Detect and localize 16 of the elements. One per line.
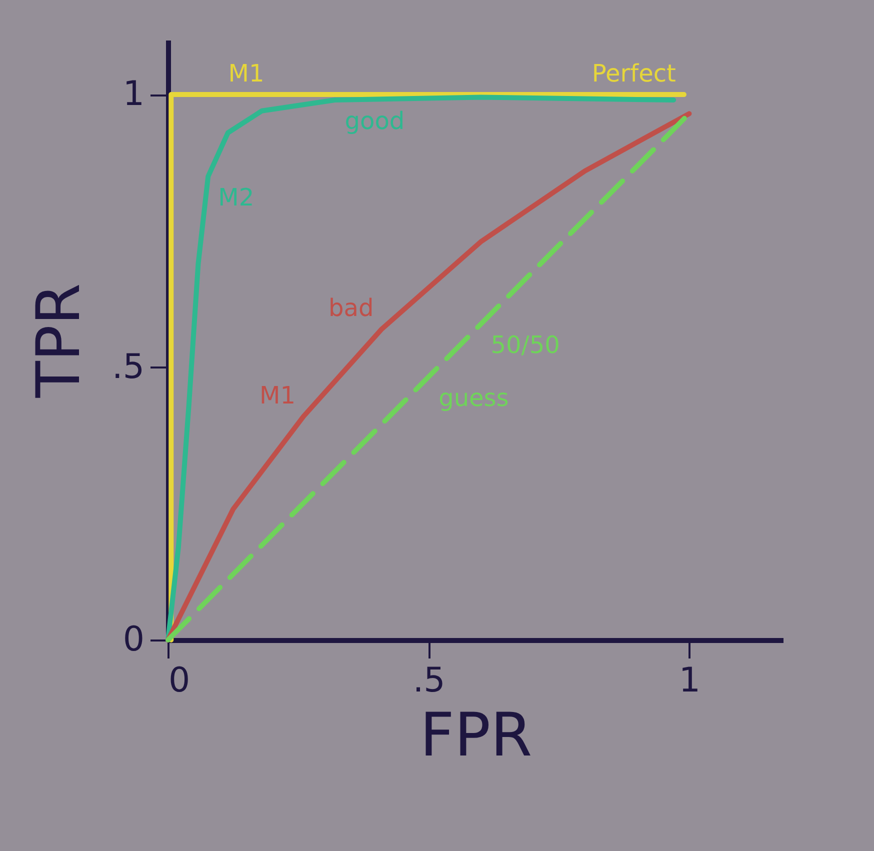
x-tick-label: 0	[168, 660, 190, 700]
y-tick-label: 1	[122, 74, 144, 114]
x-tick-label: .5	[412, 660, 446, 700]
y-axis-title: TPR	[24, 283, 94, 399]
annotation: Perfect	[592, 60, 676, 88]
annotation: good	[344, 107, 405, 135]
x-axis-title: FPR	[420, 700, 532, 770]
y-tick-label: 0	[122, 620, 144, 660]
annotation: guess	[438, 384, 509, 412]
annotation: M1	[260, 381, 296, 410]
y-tick-label: .5	[112, 346, 144, 387]
annotation: 50/50	[490, 331, 560, 360]
annotation: M1	[228, 60, 264, 88]
x-tick-label: 1	[678, 660, 701, 700]
annotation: bad	[328, 294, 374, 322]
annotation: M2	[218, 183, 254, 212]
